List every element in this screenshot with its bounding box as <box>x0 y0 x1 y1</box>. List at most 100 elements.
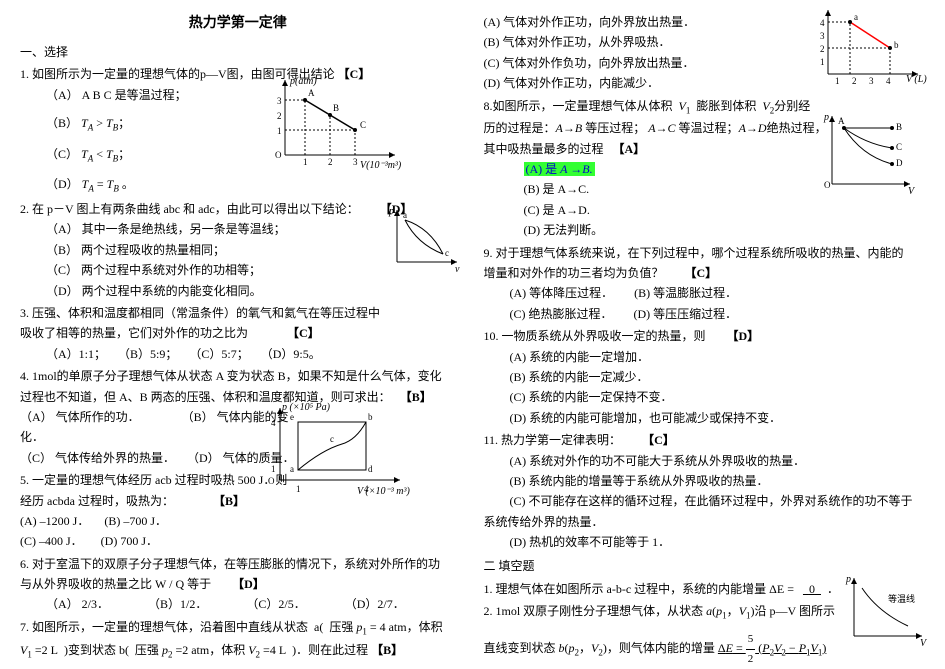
q3-opts: （A）1:1； （B）5:9； （C）5:7； （D）9:5。 <box>20 344 456 364</box>
svg-text:O: O <box>268 476 275 486</box>
q9-answer: 【C】 <box>685 266 718 280</box>
svg-text:4: 4 <box>364 484 369 494</box>
svg-text:1: 1 <box>835 76 840 86</box>
q6: 6. 对于室温下的双原子分子理想气体，在等压膨胀的情况下，系统对外所作的功 <box>20 554 456 574</box>
svg-text:2: 2 <box>328 157 333 167</box>
svg-text:D: D <box>896 158 903 168</box>
svg-text:V: V <box>908 186 916 197</box>
svg-text:4: 4 <box>820 18 825 28</box>
right-column: (A) 气体对外作正功，向外界放出热量． (B) 气体对外作正功，从外界吸热． … <box>470 12 926 657</box>
q7: 7. 如图所示，一定量的理想气体，沿着图中直线从状态 a( 压强 p1 = 4 … <box>20 617 456 640</box>
q5-stem: 5. 一定量的理想气体经历 acb 过程时吸热 500 J．则 <box>20 473 287 487</box>
q11-opt-c: (C) 不可能存在这样的循环过程，在此循环过程中，外界对系统作的功不等于 <box>484 491 920 511</box>
svg-text:A: A <box>838 116 845 126</box>
svg-text:d: d <box>368 464 373 474</box>
section-a-heading: 一、选择 <box>20 42 456 62</box>
q5-opts2: (C) –400 J． (D) 700 J． <box>20 531 456 551</box>
q9: 9. 对于理想气体系统来说，在下列过程中，哪个过程系统所吸收的热量、内能的 <box>484 243 920 263</box>
svg-text:V: V <box>920 638 928 649</box>
q3-stem: 3. 压强、体积和温度都相同（常温条件）的氧气和氦气在等压过程中 <box>20 306 380 320</box>
svg-text:V (L): V (L) <box>906 74 927 85</box>
svg-text:4: 4 <box>886 76 891 86</box>
q8-opt-d: (D) 无法判断。 <box>484 220 920 240</box>
svg-text:2: 2 <box>277 111 282 121</box>
q3: 3. 压强、体积和温度都相同（常温条件）的氧气和氦气在等压过程中 <box>20 303 456 323</box>
q6-answer: 【D】 <box>232 577 265 591</box>
q3-stem2: 吸收了相等的热量，它们对外作的功之比为 【C】 <box>20 323 456 343</box>
svg-text:p (×10⁵ Pa): p (×10⁵ Pa) <box>281 402 331 413</box>
q5-opts: (A) –1200 J． (B) –700 J． <box>20 511 456 531</box>
svg-text:v: v <box>455 264 460 274</box>
svg-text:1: 1 <box>277 126 282 136</box>
q2-diagram: p v a c <box>385 204 465 280</box>
svg-text:1: 1 <box>296 484 301 494</box>
svg-text:等温线: 等温线 <box>888 593 915 604</box>
f2-diagram: 等温线 p V <box>840 572 930 658</box>
q11-opt-b: (B) 系统内能的增量等于系统从外界吸收的热量． <box>484 471 920 491</box>
svg-text:2: 2 <box>820 44 825 54</box>
svg-text:b: b <box>368 412 373 422</box>
q10-answer: 【D】 <box>727 329 760 343</box>
svg-text:2: 2 <box>852 76 857 86</box>
svg-text:c: c <box>330 434 334 444</box>
q2-stem: 2. 在 p－V 图上有两条曲线 abc 和 adc，由此可以得出以下结论： <box>20 202 359 216</box>
svg-text:3: 3 <box>820 31 825 41</box>
q10-opt-a: (A) 系统的内能一定增加． <box>484 347 920 367</box>
svg-text:p: p <box>823 112 829 123</box>
q10-opt-b: (B) 系统的内能一定减少． <box>484 367 920 387</box>
svg-text:V(10⁻³m³): V(10⁻³m³) <box>360 160 402 171</box>
svg-text:e: e <box>290 412 294 422</box>
q6-opts: （A） 2/3． （B）1/2． （C）2/5． （D）2/7． <box>20 594 456 614</box>
q1-diagram: A B C p(atm) V(10⁻³m³) O 1 2 3 1 2 3 <box>260 70 410 186</box>
q4: 4. 1mol的单原子分子理想气体从状态 A 变为状态 B，如果不知是什么气体，… <box>20 366 456 386</box>
svg-text:b: b <box>894 40 899 50</box>
q3-answer: 【C】 <box>287 326 320 340</box>
q9-stem2: 增量和对外作的功三者均为负值？ 【C】 <box>484 263 920 283</box>
q11-opt-a: (A) 系统对外作的功不可能大于系统从外界吸收的热量． <box>484 451 920 471</box>
svg-text:3: 3 <box>277 96 282 106</box>
svg-text:O: O <box>824 180 831 190</box>
svg-text:3: 3 <box>869 76 874 86</box>
svg-text:a: a <box>290 464 294 474</box>
svg-text:c: c <box>445 248 449 258</box>
q11-answer: 【C】 <box>642 433 675 447</box>
svg-text:B: B <box>333 103 339 113</box>
q2-opt-d: （D） 两个过程中系统的内能变化相同。 <box>20 281 456 301</box>
q9-stem: 9. 对于理想气体系统来说，在下列过程中，哪个过程系统所吸收的热量、内能的 <box>484 246 904 260</box>
left-column: 热力学第一定律 一、选择 1. 如图所示为一定量的理想气体的p—V图，由图可得出… <box>20 12 470 657</box>
svg-text:C: C <box>896 142 902 152</box>
svg-text:a: a <box>403 210 407 220</box>
q8-diagram: A B C D p V O <box>818 110 918 206</box>
q7-answer: 【B】 <box>371 643 403 657</box>
q11-stem: 11. 热力学第一定律表明： <box>484 433 622 447</box>
svg-text:1: 1 <box>303 157 308 167</box>
q9-opts-ab: (A) 等体降压过程． (B) 等温膨胀过程． <box>484 283 920 303</box>
svg-text:C: C <box>360 120 366 130</box>
page-title: 热力学第一定律 <box>20 12 456 36</box>
q7-stem2: V1 =2 L )变到状态 b( 压强 p2 =2 atm，体积 V2 =4 L… <box>20 640 456 663</box>
q8-answer: 【A】 <box>613 142 646 156</box>
svg-text:1: 1 <box>820 57 825 67</box>
svg-text:1: 1 <box>271 464 276 474</box>
q9-opts-cd: (C) 绝热膨胀过程． (D) 等压压缩过程． <box>484 304 920 324</box>
q11-opt-c2: 系统传给外界的热量． <box>484 512 920 532</box>
q10-opt-d: (D) 系统的内能可能增加，也可能减少或保持不变． <box>484 408 920 428</box>
q10-opt-c: (C) 系统的内能一定保持不变． <box>484 387 920 407</box>
svg-text:p(atm): p(atm) <box>289 76 317 87</box>
q10: 10. 一物质系统从外界吸收一定的热量，则 【D】 <box>484 326 920 346</box>
svg-text:p: p <box>388 206 394 217</box>
q5-diagram: p (×10⁵ Pa) V (×10⁻³ m³) O 1 4 1 4 a d b… <box>252 400 412 506</box>
q11: 11. 热力学第一定律表明： 【C】 <box>484 430 920 450</box>
q6-stem2: 与从外界吸收的热量之比 W / Q 等于 【D】 <box>20 574 456 594</box>
q10-stem: 10. 一物质系统从外界吸收一定的热量，则 <box>484 329 706 343</box>
svg-text:4: 4 <box>271 418 276 428</box>
svg-text:p: p <box>845 574 851 585</box>
q5-answer: 【B】 <box>213 494 245 508</box>
svg-text:O: O <box>275 150 282 160</box>
svg-text:A: A <box>308 88 315 98</box>
q4-stem: 4. 1mol的单原子分子理想气体从状态 A 变为状态 B，如果不知是什么气体，… <box>20 369 442 383</box>
q6-stem: 6. 对于室温下的双原子分子理想气体，在等压膨胀的情况下，系统对外所作的功 <box>20 557 440 571</box>
q11-opt-d: (D) 热机的效率不可能等于 1． <box>484 532 920 552</box>
svg-text:B: B <box>896 122 902 132</box>
q7-diagram: a b 4 3 2 1 1 2 3 4 V (L) <box>810 4 930 100</box>
